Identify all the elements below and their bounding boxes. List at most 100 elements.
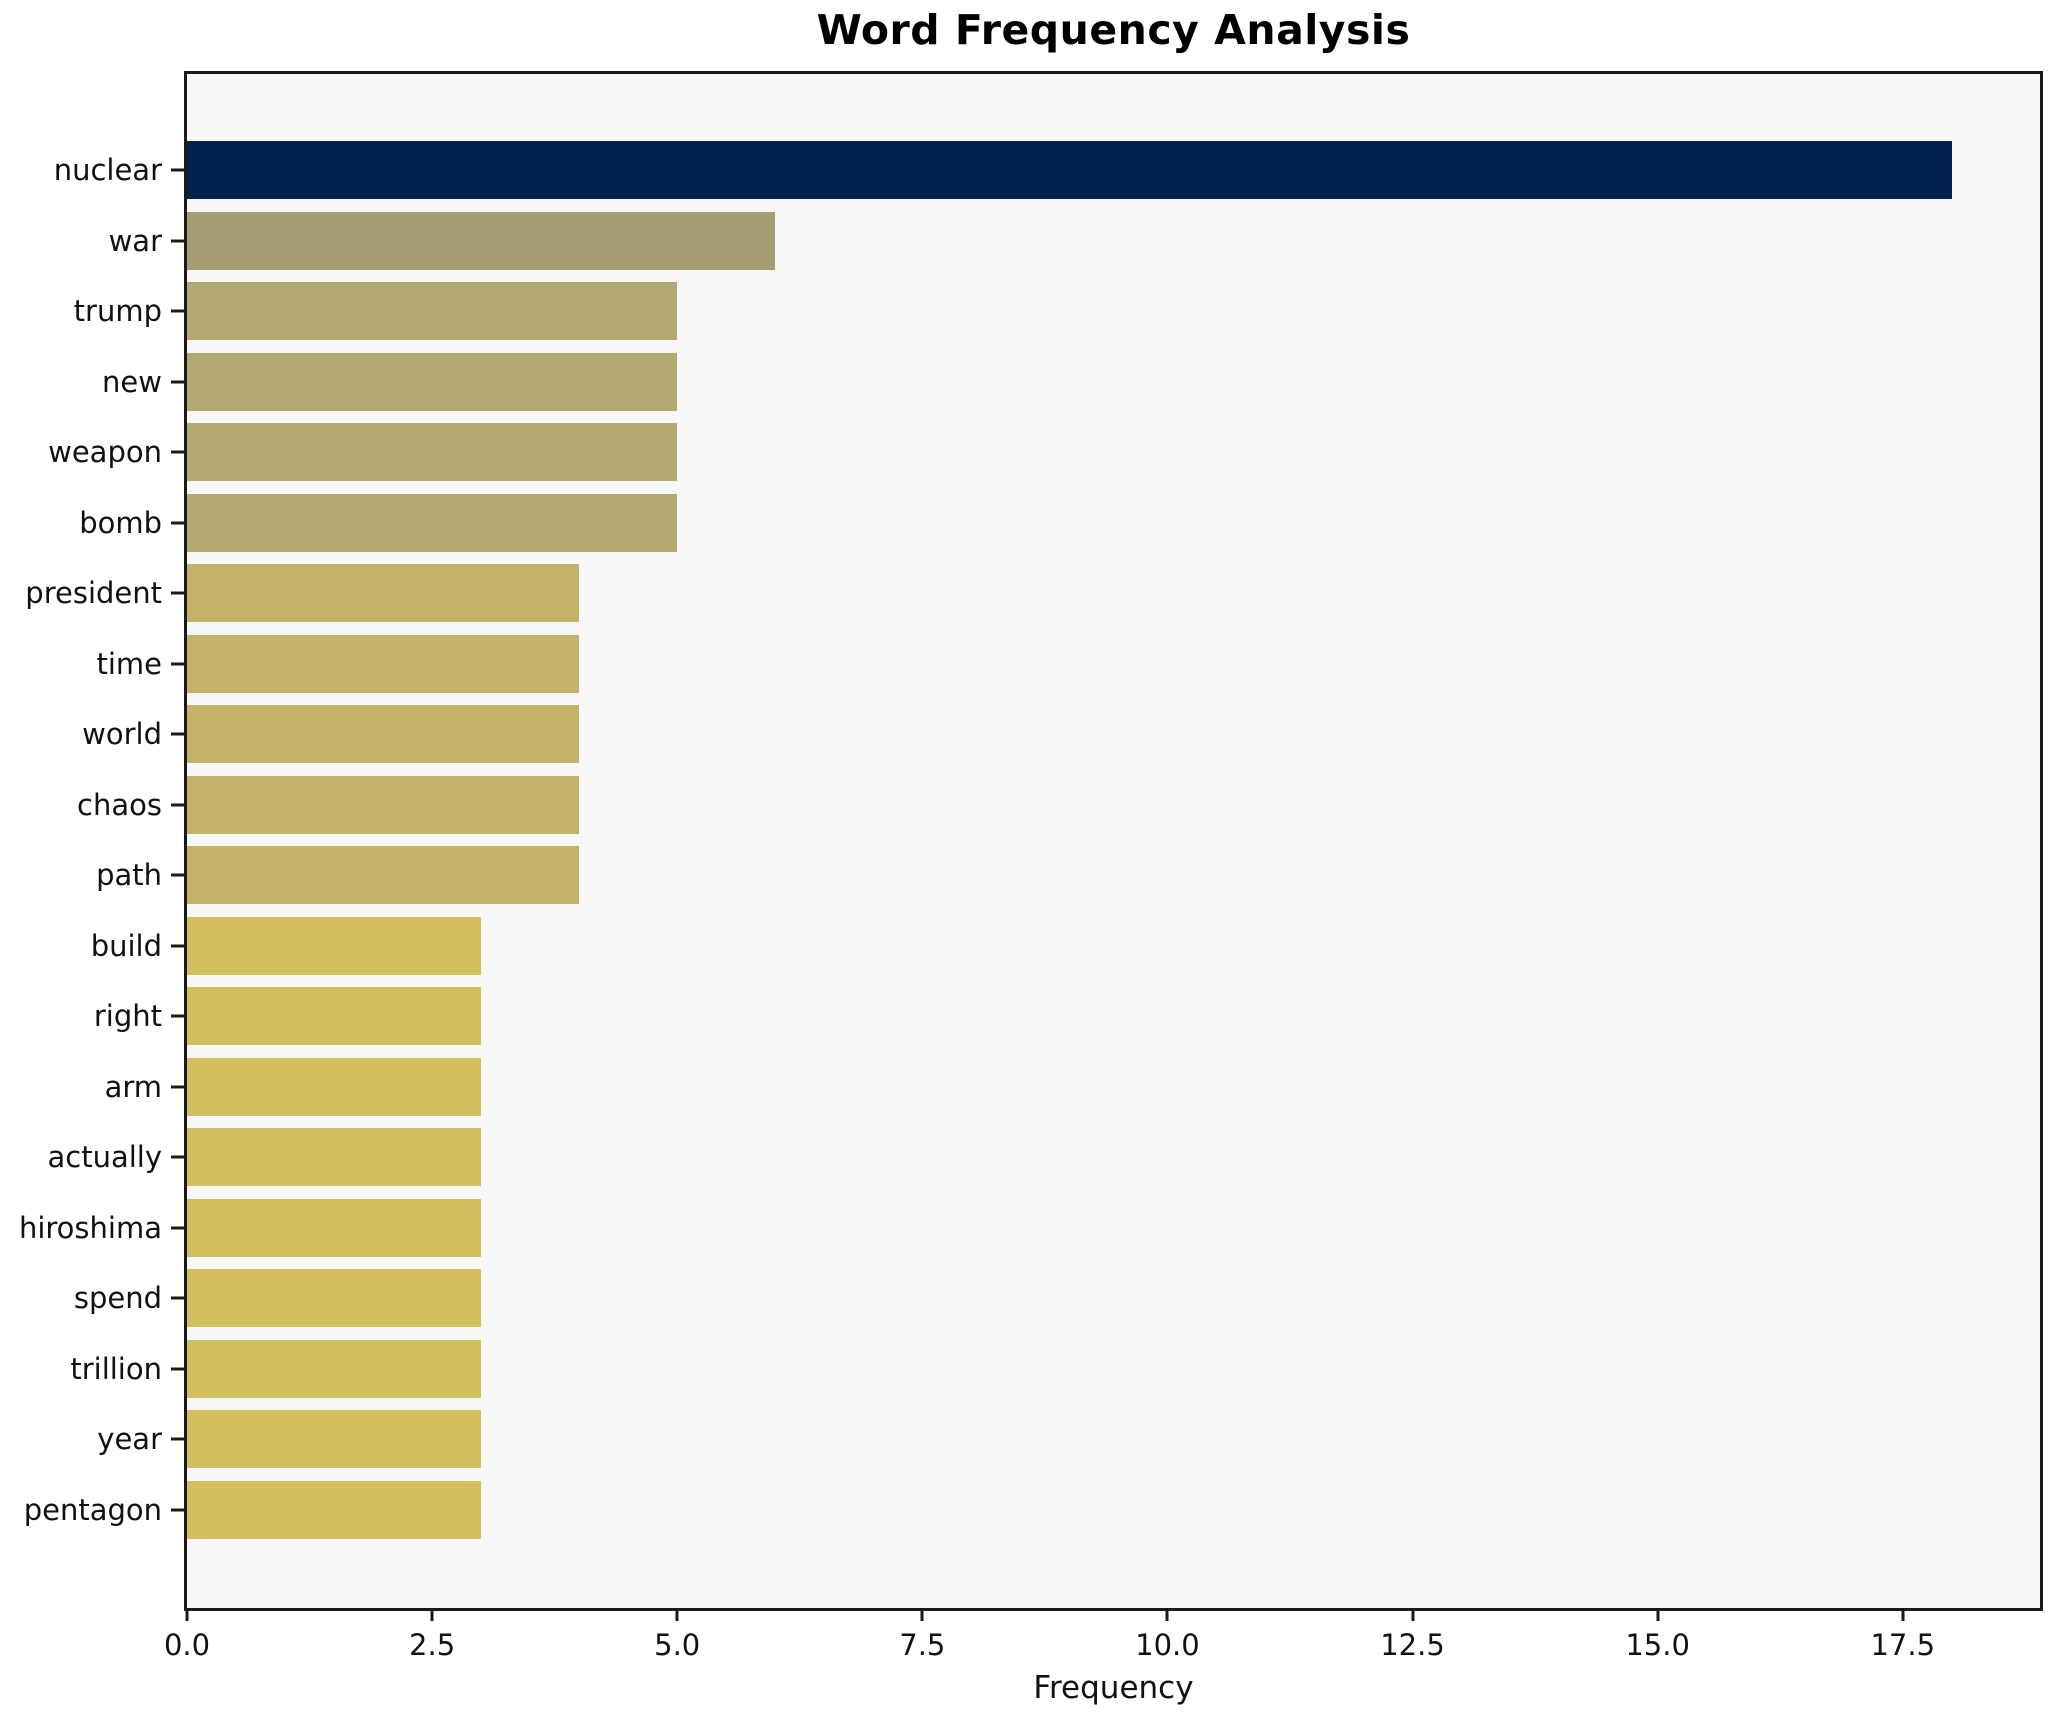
- x-tick-label: 5.0: [654, 1628, 701, 1662]
- frequency-bar: [187, 916, 482, 975]
- y-tick-label: pentagon: [23, 1492, 162, 1527]
- plot-area: nuclear war trump new weapon bomb president tim…: [19, 71, 2043, 1706]
- bar-row: chaos: [77, 770, 2040, 841]
- x-tick-mark: [430, 1608, 434, 1621]
- x-axis-label: Frequency: [1033, 1670, 1194, 1706]
- y-tick-label: hiroshima: [18, 1210, 162, 1245]
- x-tick-label: 12.5: [1380, 1628, 1445, 1662]
- bar-rows-container: nuclear war trump new weapon bomb president tim…: [19, 135, 2040, 1546]
- y-tick-mark: [171, 521, 184, 525]
- frequency-bar: [187, 634, 580, 693]
- y-tick-label: weapon: [48, 435, 162, 470]
- y-tick-mark: [171, 309, 184, 313]
- frequency-bar: [187, 352, 678, 411]
- y-tick-label: right: [93, 999, 162, 1034]
- y-tick-mark: [171, 1014, 184, 1018]
- bar-row: path: [96, 840, 2040, 911]
- x-tick-label: 2.5: [409, 1628, 456, 1662]
- bar-row: trump: [74, 276, 2040, 347]
- y-tick-label: president: [25, 576, 162, 611]
- y-tick-mark: [171, 662, 184, 666]
- y-tick-mark: [171, 1508, 184, 1512]
- y-tick-label: trump: [73, 294, 162, 329]
- y-tick-label: new: [102, 364, 162, 399]
- y-tick-label: time: [96, 646, 162, 681]
- y-tick-label: chaos: [77, 787, 162, 822]
- frequency-bar: [187, 1198, 482, 1257]
- bar-row: trillion: [70, 1334, 2040, 1405]
- frequency-bar: [187, 846, 580, 905]
- bar-row: time: [96, 629, 2040, 700]
- frequency-bar: [187, 423, 678, 482]
- chart-title: Word Frequency Analysis: [816, 6, 1411, 54]
- bar-row: actually: [47, 1122, 2040, 1193]
- frequency-bar: [187, 1269, 482, 1328]
- x-tick-mark: [1165, 1608, 1169, 1621]
- frequency-bar: [187, 1057, 482, 1116]
- bar-row: arm: [105, 1052, 2040, 1123]
- y-tick-mark: [171, 168, 184, 172]
- y-tick-mark: [171, 450, 184, 454]
- y-tick-mark: [171, 944, 184, 948]
- y-tick-label: arm: [104, 1069, 162, 1104]
- y-tick-label: nuclear: [53, 153, 162, 188]
- x-tick-label: 7.5: [899, 1628, 946, 1662]
- bar-row: bomb: [79, 488, 2040, 559]
- y-tick-mark: [171, 803, 184, 807]
- x-tick-mark: [1411, 1608, 1415, 1621]
- y-tick-mark: [171, 873, 184, 877]
- y-tick-mark: [171, 1155, 184, 1159]
- bar-row: spend: [74, 1263, 2040, 1334]
- bar-row: right: [94, 981, 2040, 1052]
- frequency-bar: [187, 1339, 482, 1398]
- x-tick-label: 17.5: [1870, 1628, 1936, 1662]
- frequency-bar: [187, 1480, 482, 1539]
- y-tick-mark: [171, 1437, 184, 1441]
- y-tick-label: trillion: [70, 1351, 162, 1386]
- frequency-bar: [187, 564, 580, 623]
- x-tick-label: 15.0: [1625, 1628, 1690, 1662]
- y-tick-mark: [171, 732, 184, 736]
- x-tick-mark: [185, 1608, 189, 1621]
- x-tick-label: 0.0: [163, 1628, 211, 1662]
- x-tick-mark: [1656, 1608, 1660, 1621]
- frequency-bar: [187, 282, 678, 341]
- bar-row: build: [91, 911, 2040, 982]
- frequency-bar: [187, 775, 580, 834]
- y-tick-label: build: [90, 928, 162, 963]
- y-tick-mark: [171, 1085, 184, 1089]
- bar-row: world: [82, 699, 2040, 770]
- y-tick-mark: [171, 239, 184, 243]
- y-tick-label: actually: [47, 1140, 162, 1175]
- frequency-bar: [187, 141, 1952, 200]
- y-tick-mark: [171, 591, 184, 595]
- frequency-bar: [187, 211, 776, 270]
- bar-row: hiroshima: [19, 1193, 2040, 1264]
- bar-row: war: [109, 206, 2040, 277]
- frequency-bar: [187, 987, 482, 1046]
- y-tick-label: path: [96, 858, 162, 893]
- bar-row: pentagon: [24, 1475, 2040, 1546]
- x-tick-mark: [920, 1608, 924, 1621]
- frequency-bar: [187, 1128, 482, 1187]
- bar-row: nuclear: [54, 135, 2040, 206]
- y-tick-label: spend: [73, 1281, 162, 1316]
- bar-row: new: [102, 347, 2040, 418]
- y-tick-mark: [171, 380, 184, 384]
- y-tick-mark: [171, 1226, 184, 1230]
- bar-row: president: [25, 558, 2040, 629]
- frequency-bar: [187, 1410, 482, 1469]
- y-tick-label: bomb: [79, 505, 162, 540]
- x-tick-mark: [1901, 1608, 1905, 1621]
- y-tick-mark: [171, 1367, 184, 1371]
- bar-row: weapon: [48, 417, 2040, 488]
- x-tick-label: 10.0: [1135, 1628, 1200, 1662]
- bar-row: year: [97, 1404, 2040, 1475]
- frequency-bar: [187, 705, 580, 764]
- x-tick-mark: [675, 1608, 679, 1621]
- y-tick-label: war: [108, 223, 162, 258]
- y-tick-mark: [171, 1296, 184, 1300]
- y-tick-label: world: [82, 717, 162, 752]
- frequency-bar: [187, 493, 678, 552]
